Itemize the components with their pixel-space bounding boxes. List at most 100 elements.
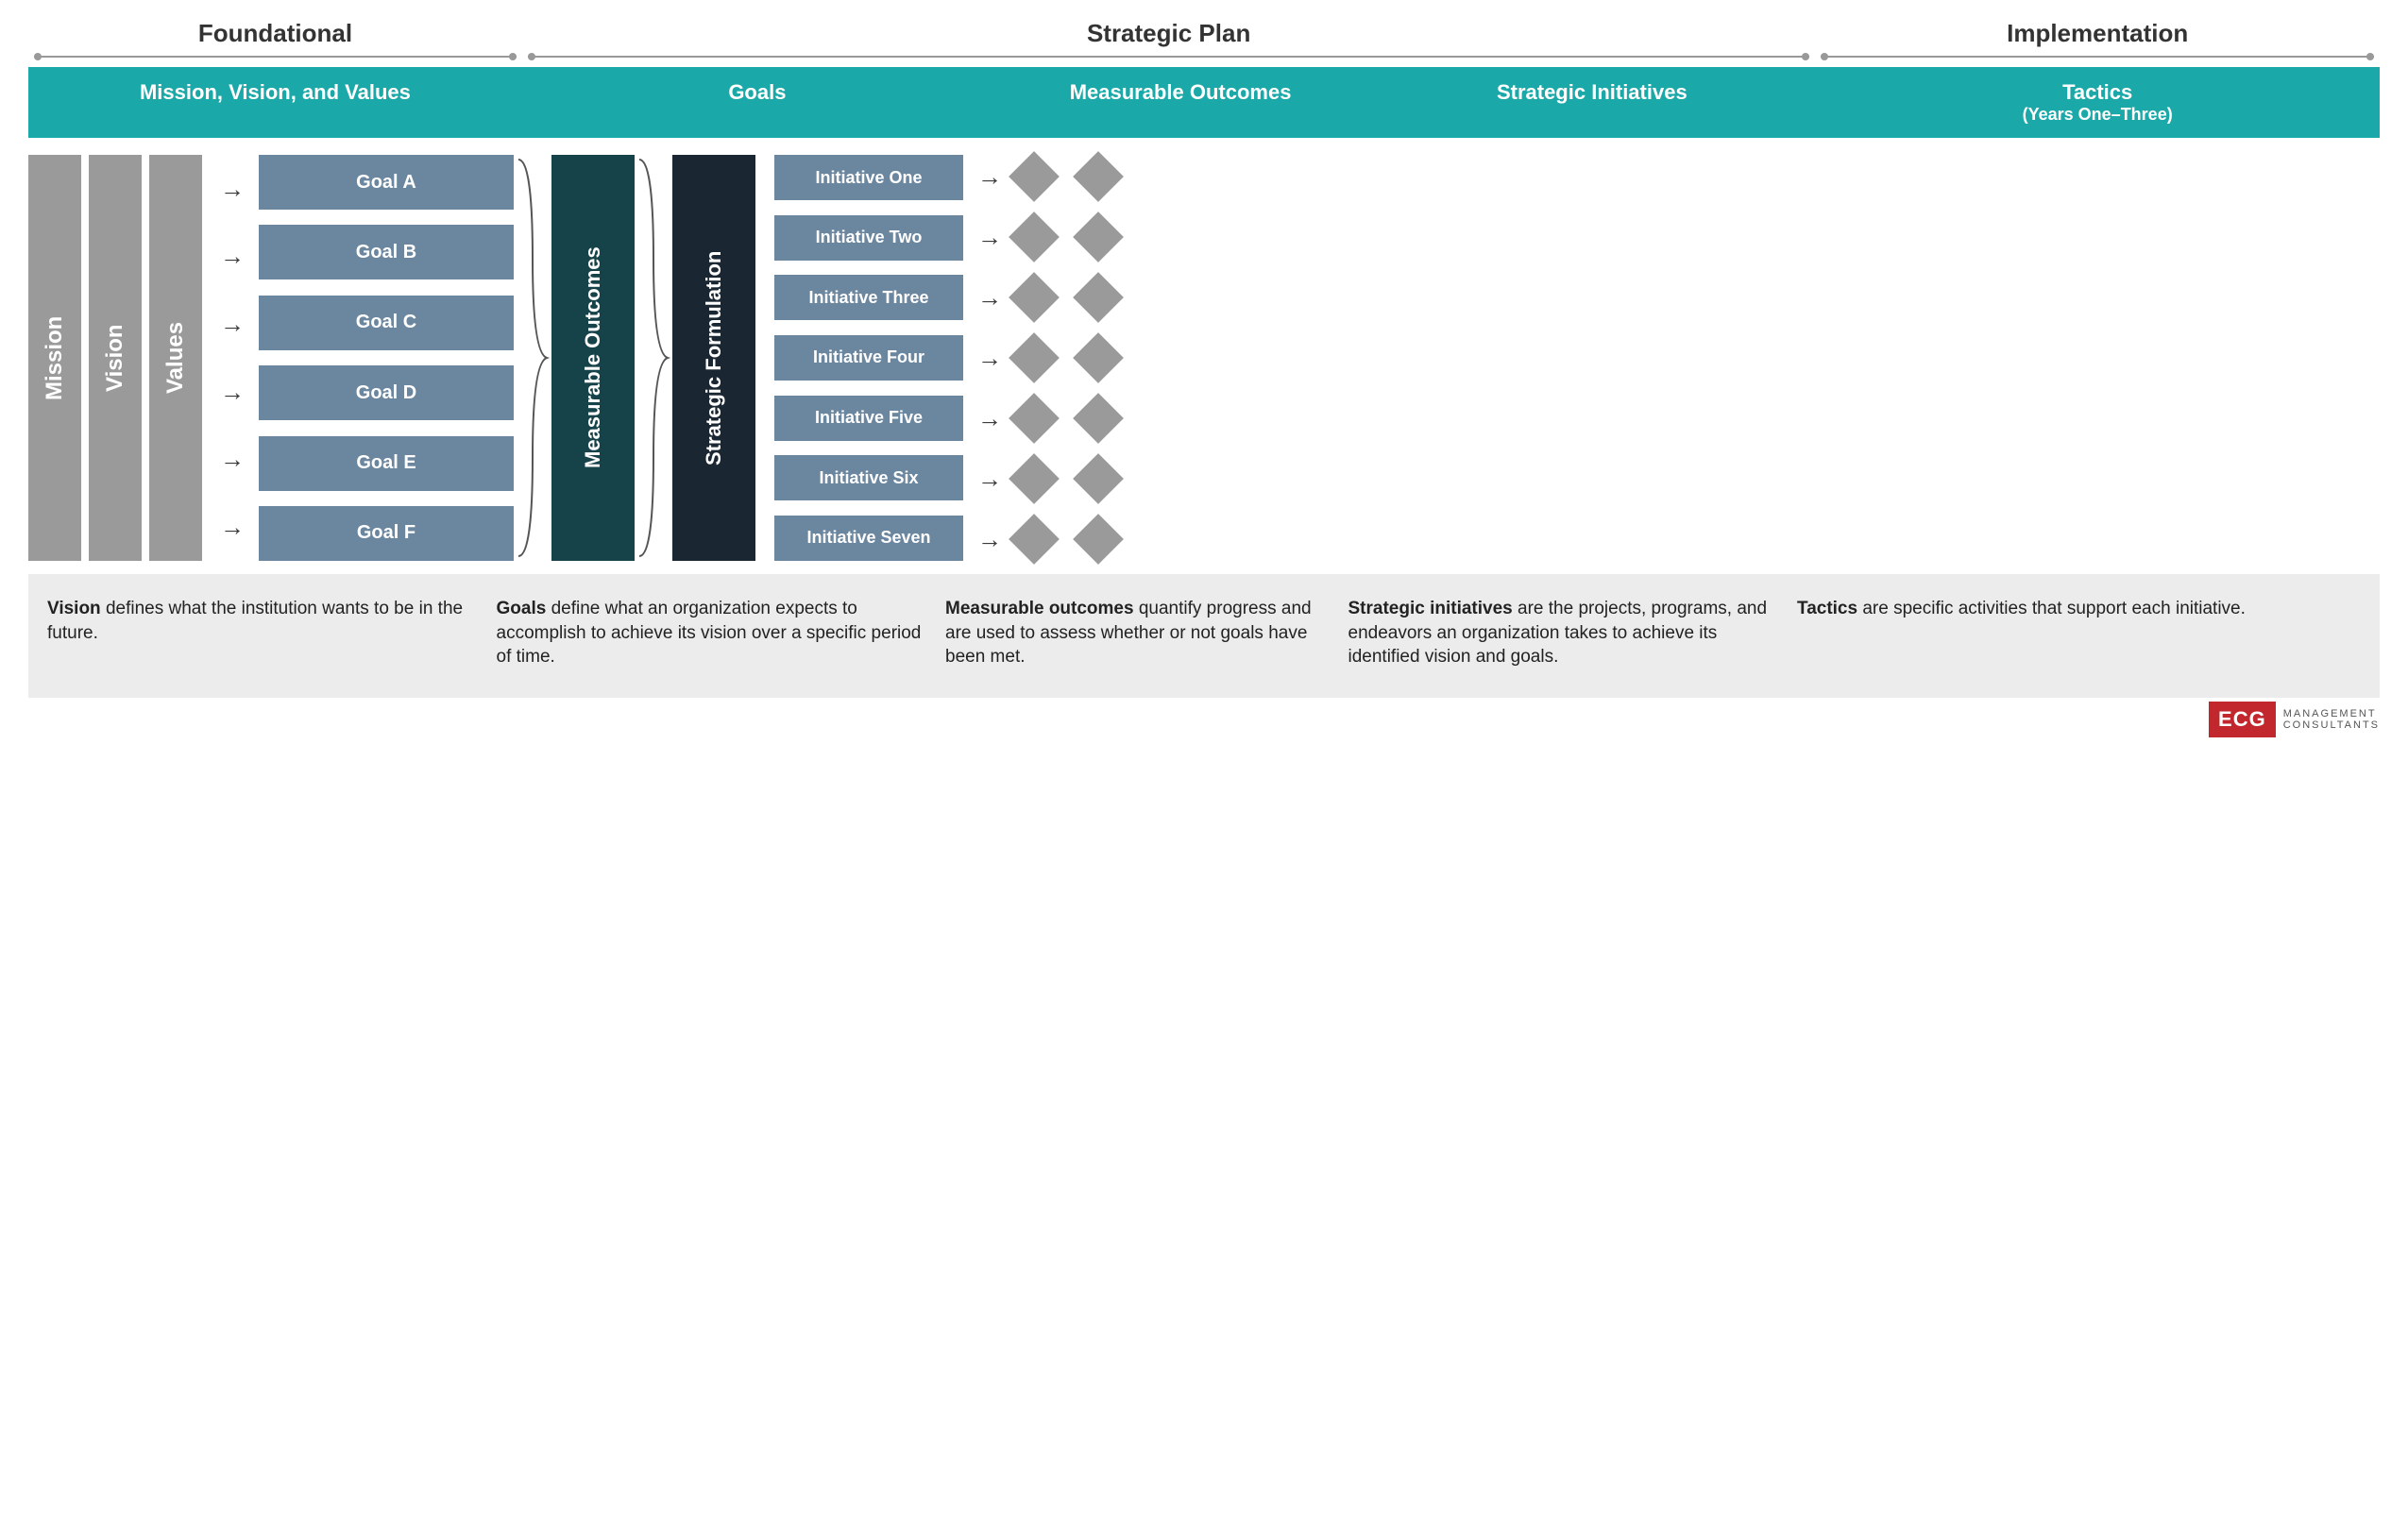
tactics-row bbox=[1016, 279, 1116, 315]
arrow-icon: → bbox=[973, 406, 1007, 431]
diamond-icon bbox=[1009, 272, 1060, 323]
initiative-box: Initiative One bbox=[774, 155, 963, 200]
arrow-icon: → bbox=[973, 527, 1007, 551]
header-cell-label: Goals bbox=[728, 80, 786, 104]
header-cell-label: Mission, Vision, and Values bbox=[140, 80, 411, 104]
header-divider-line bbox=[34, 56, 517, 58]
diamond-icon bbox=[1009, 212, 1060, 262]
diamond-icon bbox=[1073, 212, 1124, 262]
arrow-icon: → bbox=[973, 225, 1007, 249]
descriptions-row: Vision defines what the institution want… bbox=[28, 574, 2380, 698]
header-cell-initiatives: Strategic Initiatives bbox=[1368, 80, 1815, 125]
tactics-row bbox=[1016, 461, 1116, 497]
tactics-row bbox=[1016, 521, 1116, 557]
logo-line1: MANAGEMENT bbox=[2283, 708, 2380, 719]
header-cell-label: Tactics bbox=[2062, 80, 2132, 104]
initiative-box: Initiative Four bbox=[774, 335, 963, 381]
tactics-row bbox=[1016, 400, 1116, 436]
diamond-icon bbox=[1073, 332, 1124, 383]
measurable-outcomes-box: Measurable Outcomes bbox=[551, 155, 635, 561]
desc-initiatives: Strategic initiatives are the projects, … bbox=[1348, 597, 1789, 669]
diamond-icon bbox=[1073, 272, 1124, 323]
initiative-box: Initiative Three bbox=[774, 275, 963, 320]
arrow-icon: → bbox=[215, 244, 249, 268]
spacer bbox=[755, 155, 774, 561]
goal-box: Goal D bbox=[259, 365, 514, 420]
desc-outcomes: Measurable outcomes quantify progress an… bbox=[945, 597, 1339, 669]
brace-goals-outcomes bbox=[514, 155, 551, 561]
arrow-icon: → bbox=[973, 285, 1007, 310]
desc-bold: Strategic initiatives bbox=[1348, 599, 1513, 618]
arrow-icon: → bbox=[973, 466, 1007, 491]
desc-text: define what an organization expects to a… bbox=[497, 599, 922, 667]
logo-badge: ECG bbox=[2209, 702, 2276, 737]
pillar-vision: Vision bbox=[89, 155, 142, 561]
diamond-icon bbox=[1073, 151, 1124, 202]
tactics-row bbox=[1016, 340, 1116, 376]
pillar-mission: Mission bbox=[28, 155, 81, 561]
header-cell-label: Strategic Initiatives bbox=[1497, 80, 1687, 104]
arrow-icon: → bbox=[215, 380, 249, 404]
pillar-values: Values bbox=[149, 155, 202, 561]
initiative-box: Initiative Six bbox=[774, 455, 963, 500]
strategic-formulation-box: Strategic Formulation bbox=[672, 155, 755, 561]
desc-bold: Goals bbox=[497, 599, 547, 618]
arrow-icon: → bbox=[215, 177, 249, 201]
main-diagram: Mission Vision Values → → → → → → Goal A… bbox=[28, 155, 2380, 561]
goal-box: Goal E bbox=[259, 436, 514, 491]
desc-text: defines what the institution wants to be… bbox=[47, 599, 463, 643]
tactics-column bbox=[1016, 155, 1116, 561]
diamond-icon bbox=[1009, 453, 1060, 504]
pillars: Mission Vision Values bbox=[28, 155, 202, 561]
header-cell-tactics: Tactics (Years One–Three) bbox=[1815, 80, 2380, 125]
diamond-icon bbox=[1073, 514, 1124, 565]
logo: ECG MANAGEMENT CONSULTANTS bbox=[28, 702, 2380, 737]
header-cell-label: Measurable Outcomes bbox=[1070, 80, 1292, 104]
initiative-box: Initiative Five bbox=[774, 396, 963, 441]
arrow-icon: → bbox=[973, 164, 1007, 189]
diamond-icon bbox=[1009, 151, 1060, 202]
initiative-box: Initiative Seven bbox=[774, 516, 963, 561]
tactics-row bbox=[1016, 219, 1116, 255]
goal-box: Goal A bbox=[259, 155, 514, 210]
top-header-label: Implementation bbox=[2007, 19, 2188, 48]
diamond-icon bbox=[1009, 393, 1060, 444]
top-header-implementation: Implementation bbox=[1815, 19, 2380, 58]
tactics-row bbox=[1016, 159, 1116, 195]
goal-box: Goal F bbox=[259, 506, 514, 561]
diamond-icon bbox=[1009, 332, 1060, 383]
desc-goals: Goals define what an organization expect… bbox=[497, 597, 937, 669]
header-bar: Mission, Vision, and Values Goals Measur… bbox=[28, 67, 2380, 138]
diamond-icon bbox=[1009, 514, 1060, 565]
arrow-icon: → bbox=[215, 312, 249, 336]
arrow-icon: → bbox=[215, 447, 249, 471]
desc-bold: Measurable outcomes bbox=[945, 599, 1134, 618]
arrow-icon: → bbox=[973, 346, 1007, 370]
desc-bold: Tactics bbox=[1797, 599, 1857, 618]
goal-box: Goal B bbox=[259, 225, 514, 279]
initiatives-column: Initiative One Initiative Two Initiative… bbox=[774, 155, 963, 561]
top-header-foundational: Foundational bbox=[28, 19, 522, 58]
goal-box: Goal C bbox=[259, 296, 514, 350]
desc-text: are specific activities that support eac… bbox=[1857, 599, 2246, 618]
header-cell-sublabel: (Years One–Three) bbox=[1815, 105, 2380, 125]
diamond-icon bbox=[1073, 453, 1124, 504]
diamond-icon bbox=[1073, 393, 1124, 444]
top-header-label: Foundational bbox=[198, 19, 352, 48]
header-cell-goals: Goals bbox=[522, 80, 992, 125]
logo-text-block: MANAGEMENT CONSULTANTS bbox=[2283, 708, 2380, 731]
brace-outcomes-strategy bbox=[635, 155, 672, 561]
arrow-icon: → bbox=[215, 515, 249, 539]
header-cell-outcomes: Measurable Outcomes bbox=[992, 80, 1368, 125]
desc-tactics: Tactics are specific activities that sup… bbox=[1797, 597, 2352, 669]
top-headers: Foundational Strategic Plan Implementati… bbox=[28, 19, 2380, 58]
top-header-strategic: Strategic Plan bbox=[522, 19, 1816, 58]
logo-line2: CONSULTANTS bbox=[2283, 719, 2380, 731]
initiative-box: Initiative Two bbox=[774, 215, 963, 261]
goals-column: Goal A Goal B Goal C Goal D Goal E Goal … bbox=[259, 155, 514, 561]
header-divider-line bbox=[528, 56, 1810, 58]
arrow-col-goals: → → → → → → bbox=[206, 155, 259, 561]
header-divider-line bbox=[1821, 56, 2374, 58]
top-header-label: Strategic Plan bbox=[1087, 19, 1250, 48]
desc-vision: Vision defines what the institution want… bbox=[47, 597, 487, 669]
